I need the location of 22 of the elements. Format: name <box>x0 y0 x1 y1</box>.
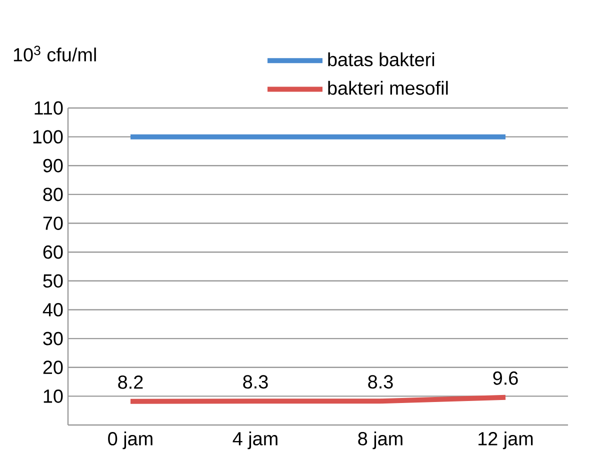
y-tick-label: 70 <box>43 216 63 230</box>
data-label: 8.2 <box>118 375 143 389</box>
y-tick-label: 20 <box>43 360 63 374</box>
y-tick-label: 100 <box>33 130 63 144</box>
x-tick-label: 8 jam <box>358 432 402 450</box>
y-tick-label: 30 <box>43 332 63 346</box>
y-tick-label: 110 <box>34 101 63 115</box>
y-axis-title: 10$^{3}$ cfu/ml <box>14 46 96 62</box>
x-tick-label: 0 jam <box>108 432 152 450</box>
legend-label: batas bakteri <box>328 52 434 66</box>
legend-label: bakteri mesofil <box>328 80 448 95</box>
y-tick-label: 90 <box>43 158 63 172</box>
data-label: 9.6 <box>493 371 518 385</box>
y-tick-label: 80 <box>43 188 63 202</box>
y-tick-label: 10 <box>44 389 63 403</box>
x-tick-label: 4 jam <box>232 432 278 450</box>
data-label: 8.3 <box>243 375 268 389</box>
y-tick-label: 60 <box>43 245 63 259</box>
y-tick-label: 50 <box>43 274 63 288</box>
y-tick-label: 40 <box>42 303 63 316</box>
x-tick-label: 12 jam <box>478 432 533 450</box>
data-label: 8.3 <box>368 375 393 389</box>
